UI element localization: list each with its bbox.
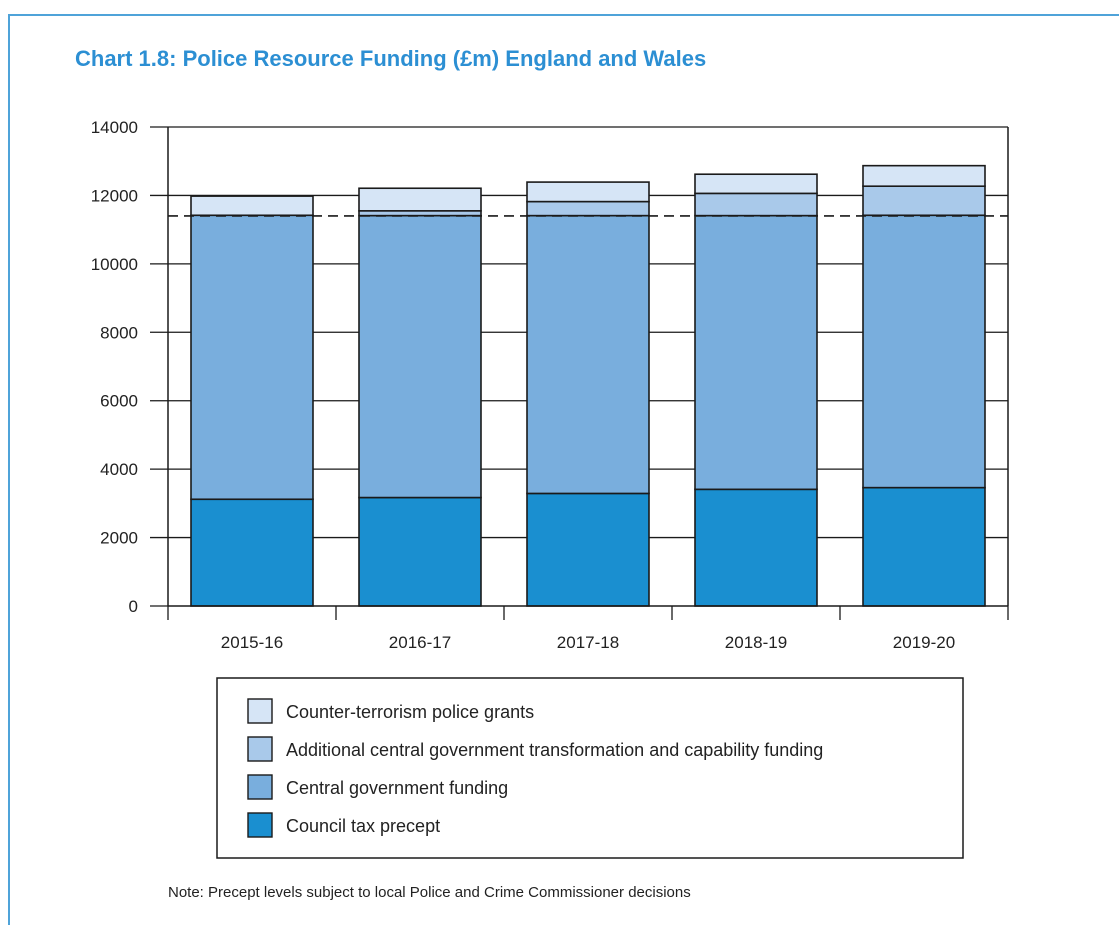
x-tick-label: 2018-19 — [725, 633, 787, 652]
bar-segment — [190, 195, 314, 217]
y-tick-label: 10000 — [91, 255, 138, 274]
bar-segment — [862, 185, 986, 217]
y-tick-label: 0 — [129, 597, 138, 616]
legend-label: Counter-terrorism police grants — [286, 702, 534, 722]
x-tick-label: 2015-16 — [221, 633, 283, 652]
legend-label: Council tax precept — [286, 816, 440, 836]
bar-segment — [694, 214, 818, 491]
bar-segment — [694, 173, 818, 195]
bar-segment — [694, 488, 818, 607]
bar-segment — [526, 181, 650, 203]
bars — [190, 164, 986, 607]
bar-segment — [526, 200, 650, 217]
legend-swatch — [247, 736, 273, 762]
bar-segment — [358, 214, 482, 499]
bar-segment — [862, 214, 986, 489]
legend-swatch — [247, 774, 273, 800]
axes: 0 2000 4000 6000 8000 10000 12000 14000 2015-16 2… — [91, 118, 1009, 652]
legend: Counter-terrorism police grants Additiona… — [216, 677, 964, 859]
y-tick-label: 12000 — [91, 186, 138, 205]
chart-note: Note: Precept levels subject to local Po… — [168, 884, 691, 901]
x-tick-label: 2019-20 — [893, 633, 955, 652]
y-tick-label: 6000 — [100, 392, 138, 411]
bar-segment — [862, 486, 986, 607]
chart-title: Chart 1.8: Police Resource Funding (£m) … — [75, 46, 707, 71]
chart-frame — [8, 14, 1119, 925]
legend-label: Central government funding — [286, 778, 508, 798]
legend-swatch — [247, 812, 273, 838]
bar-segment — [190, 214, 314, 501]
bar-segment — [694, 192, 818, 217]
bar-segment — [190, 498, 314, 607]
bar-segment — [526, 492, 650, 607]
legend-box — [216, 677, 964, 859]
bar-segment — [358, 187, 482, 212]
y-tick-label: 8000 — [100, 323, 138, 342]
bar-segment — [862, 164, 986, 187]
bar-segment — [526, 214, 650, 495]
y-tick-label: 4000 — [100, 460, 138, 479]
x-tick-label: 2017-18 — [557, 633, 619, 652]
y-tick-label: 14000 — [91, 118, 138, 137]
legend-label: Additional central government transforma… — [286, 740, 823, 760]
legend-swatch — [247, 698, 273, 724]
bar-segment — [358, 496, 482, 607]
y-tick-label: 2000 — [100, 529, 138, 548]
x-tick-label: 2016-17 — [389, 633, 451, 652]
